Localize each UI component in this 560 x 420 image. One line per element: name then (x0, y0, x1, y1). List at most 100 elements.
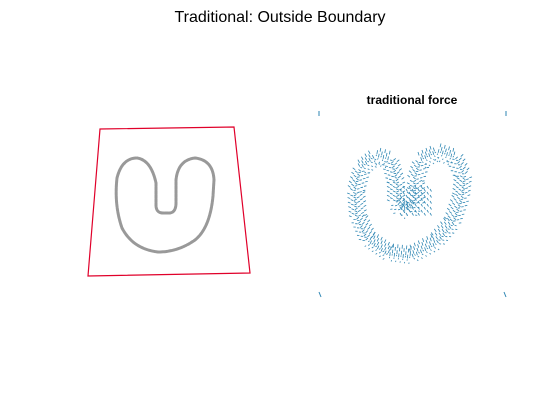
force-vector (429, 252, 432, 255)
force-vector (443, 161, 445, 164)
force-vector (392, 199, 396, 202)
force-vector (419, 189, 423, 192)
force-vector (368, 150, 371, 154)
force-vector (448, 232, 451, 234)
force-vector (363, 163, 366, 166)
force-vector (422, 192, 426, 194)
force-vector (358, 172, 361, 174)
force-vector (357, 176, 360, 178)
force-vector (395, 183, 399, 186)
force-vector (361, 221, 365, 225)
force-vector (462, 158, 466, 162)
force-vector (389, 192, 393, 195)
force-vector (434, 151, 437, 154)
force-vector (386, 181, 390, 184)
force-vector (367, 160, 370, 163)
force-vector (402, 181, 406, 184)
force-vector (371, 242, 374, 245)
force-vector (389, 159, 393, 161)
force-vector (420, 157, 423, 161)
force-vector (433, 228, 437, 233)
force-vector (391, 175, 394, 178)
force-vector (420, 249, 422, 254)
force-vector (371, 165, 374, 167)
force-vector (402, 190, 406, 193)
force-vector (459, 175, 463, 178)
force-vector (433, 158, 435, 161)
force-vector (414, 197, 417, 201)
force-vector (354, 214, 358, 217)
force-vector (417, 212, 420, 216)
force-vector (421, 241, 424, 246)
force-vector (371, 246, 374, 249)
force-vector (412, 176, 416, 180)
force-vector (425, 159, 428, 161)
force-vector (363, 185, 367, 187)
force-vector (445, 229, 449, 233)
force-vector (374, 158, 377, 161)
corner-mark-bottom-left (318, 291, 322, 298)
force-vector (458, 157, 462, 161)
force-vector (381, 159, 384, 162)
force-vector (428, 245, 431, 249)
force-vector (466, 178, 469, 181)
force-vector (399, 194, 402, 198)
force-vector (422, 238, 425, 243)
force-vector (417, 151, 420, 156)
force-vector (452, 232, 455, 234)
force-vector (402, 197, 405, 201)
force-vector (413, 189, 417, 192)
force-vector (464, 191, 468, 194)
force-vector (413, 257, 416, 260)
force-vector (430, 233, 433, 238)
force-vector (363, 233, 367, 237)
force-vector (367, 240, 370, 243)
force-vector (364, 171, 367, 173)
force-vector (412, 169, 416, 172)
force-vector (353, 198, 357, 201)
force-vector (394, 177, 398, 179)
force-vector (410, 165, 414, 169)
force-vector (387, 156, 389, 161)
force-vector (374, 160, 376, 162)
force-vector (373, 235, 376, 240)
force-vector (419, 194, 423, 197)
force-vector (421, 257, 423, 259)
force-vector (453, 174, 457, 177)
force-vector (359, 191, 362, 193)
force-vector (417, 194, 420, 198)
force-vector (380, 165, 382, 167)
force-vector (459, 179, 463, 182)
force-vector (432, 162, 435, 165)
force-vector (431, 236, 435, 240)
force-vector (358, 183, 361, 186)
force-vector (420, 191, 423, 195)
force-vector (376, 234, 379, 238)
force-vector (451, 194, 455, 198)
force-vector (436, 160, 439, 163)
force-vector (458, 188, 462, 191)
force-vector (358, 221, 361, 224)
force-vector (353, 189, 357, 191)
force-vector (434, 243, 437, 245)
force-vector (429, 160, 431, 163)
force-vector (436, 239, 439, 244)
force-vector (422, 187, 426, 190)
force-vector (382, 258, 385, 260)
force-vector (408, 191, 411, 195)
force-vector (407, 174, 411, 178)
force-vector (380, 155, 382, 158)
force-vector (348, 215, 352, 218)
force-vector (468, 185, 472, 188)
force-vector (459, 165, 462, 169)
force-vector (460, 195, 464, 199)
force-vector (381, 164, 385, 166)
force-vector (419, 199, 423, 202)
force-vector (420, 203, 423, 207)
force-vector (439, 151, 442, 154)
force-vector (359, 225, 363, 228)
force-vector (421, 149, 424, 154)
force-vector (430, 249, 432, 251)
force-vector (396, 159, 400, 163)
force-vector (447, 221, 451, 226)
